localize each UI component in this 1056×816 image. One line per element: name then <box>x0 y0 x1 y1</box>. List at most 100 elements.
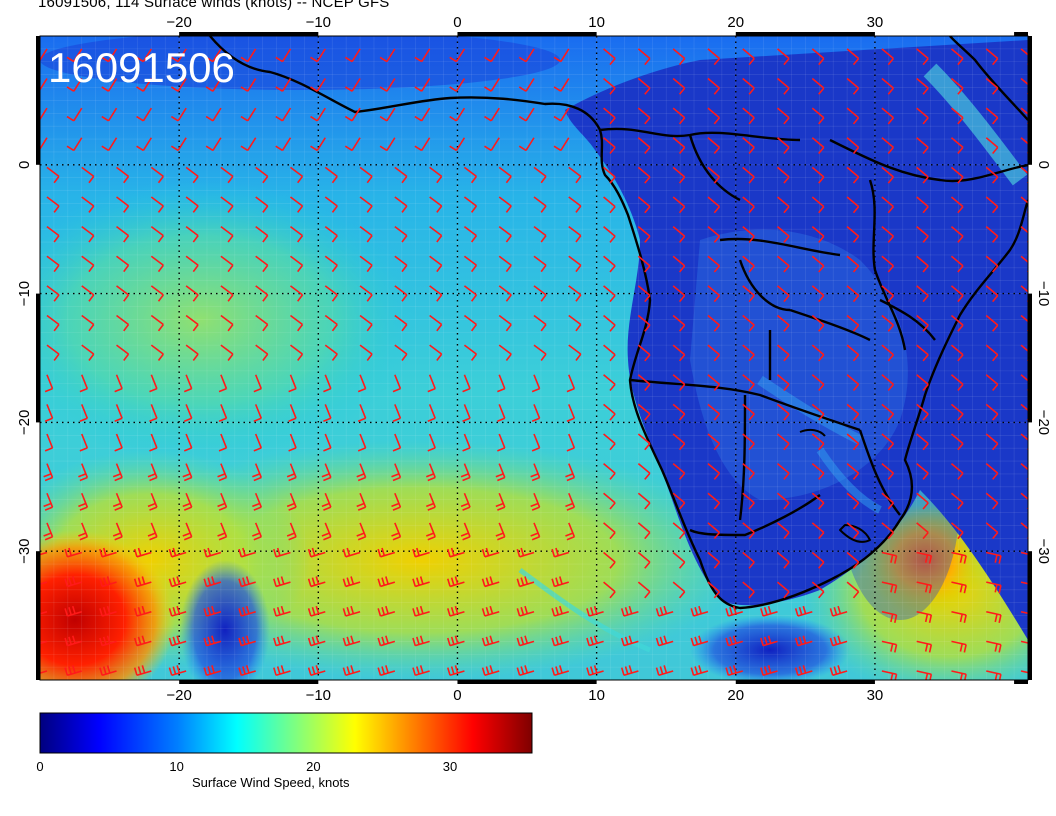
wind-barb <box>40 580 48 586</box>
wind-barb <box>551 635 570 647</box>
wind-barb <box>495 463 506 482</box>
lat-tick-label-right: −20 <box>1035 410 1052 435</box>
wind-barb <box>707 77 721 95</box>
wind-barb <box>205 137 222 152</box>
wind-barb <box>275 48 292 63</box>
wind-barb <box>183 433 193 452</box>
wind-barb <box>253 433 263 452</box>
wind-barb <box>414 78 431 92</box>
wind-barb <box>43 463 54 482</box>
wind-barb <box>1020 77 1028 95</box>
wind-barb <box>43 492 54 511</box>
wind-barb <box>516 576 535 588</box>
wind-barb <box>533 314 547 332</box>
wind-barb <box>150 255 164 273</box>
wind-barb <box>811 433 825 451</box>
wind-barb <box>985 107 999 125</box>
wind-barb <box>916 610 933 623</box>
wind-barb <box>344 78 361 92</box>
wind-barb <box>203 547 222 558</box>
wind-barb <box>533 344 547 361</box>
wind-barb <box>446 576 465 588</box>
wind-barb <box>742 581 755 599</box>
wind-barb <box>846 581 860 599</box>
wind-barb <box>881 285 895 303</box>
wind-barb <box>951 640 967 653</box>
wind-barb <box>170 107 187 122</box>
wind-barb <box>881 137 895 155</box>
lat-tick-label-right: 0 <box>1035 161 1052 169</box>
wind-barb <box>881 610 898 623</box>
wind-barb <box>324 196 338 213</box>
wind-barb <box>518 107 535 122</box>
wind-barb <box>307 547 326 558</box>
wind-barb <box>725 665 743 677</box>
wind-barb <box>66 107 83 122</box>
axis-bar-bottom <box>1014 680 1028 684</box>
wind-barb <box>78 522 89 541</box>
wind-barb <box>414 107 431 122</box>
wind-barb <box>429 314 443 332</box>
wind-barb <box>881 463 895 480</box>
wind-barb <box>637 226 651 243</box>
wind-barb <box>620 605 639 617</box>
wind-barb <box>449 107 466 122</box>
wind-barb <box>637 314 651 332</box>
wind-barb <box>359 196 373 213</box>
wind-barb <box>742 226 755 243</box>
wind-barb <box>99 665 117 677</box>
wind-barb <box>357 433 367 452</box>
axis-bar-top <box>179 32 319 36</box>
wind-barb <box>310 78 326 92</box>
wind-barb <box>44 404 54 423</box>
wind-barb <box>829 605 848 617</box>
wind-barb <box>133 605 152 617</box>
wind-barb <box>725 635 743 647</box>
wind-barb <box>742 492 755 510</box>
wind-barb <box>46 255 60 273</box>
wind-barb <box>429 344 443 361</box>
wind-barb <box>565 522 576 541</box>
wind-barb <box>672 433 686 451</box>
wind-barb <box>950 463 964 480</box>
wind-barb <box>449 137 466 152</box>
wind-barb <box>220 344 234 361</box>
wind-barb <box>412 635 430 647</box>
wind-barb <box>99 576 117 588</box>
wind-barb <box>846 166 860 184</box>
wind-barb <box>846 344 860 362</box>
wind-barb <box>149 433 158 452</box>
wind-barb <box>252 522 263 541</box>
wind-barb <box>881 522 895 540</box>
wind-barb <box>377 635 396 647</box>
wind-barb <box>637 166 651 184</box>
wind-barb <box>566 433 576 452</box>
wind-barb <box>44 374 54 393</box>
wind-barb <box>394 344 408 361</box>
wind-barb <box>429 255 443 273</box>
wind-barb <box>1020 522 1028 540</box>
wind-barb <box>481 576 500 588</box>
wind-barb <box>203 635 222 647</box>
wind-barb <box>846 137 860 155</box>
wind-barb <box>150 344 164 361</box>
wind-barb <box>497 374 506 393</box>
wind-barb <box>950 255 964 273</box>
wind-barb <box>985 137 999 155</box>
wind-barb <box>238 665 256 677</box>
wind-barb <box>916 344 929 362</box>
wind-barb <box>777 77 790 95</box>
wind-barb <box>637 581 651 599</box>
wind-barb <box>516 635 535 647</box>
wind-barb <box>603 48 616 66</box>
wind-barb <box>307 605 326 617</box>
wind-barb <box>916 48 929 66</box>
wind-barb <box>273 635 291 647</box>
wind-barb <box>985 166 999 184</box>
axis-bar-bottom <box>457 680 597 684</box>
wind-barb <box>463 285 478 302</box>
wind-barb <box>916 581 933 594</box>
wind-barb <box>147 522 158 541</box>
wind-barb <box>620 635 639 647</box>
wind-barb <box>240 78 257 92</box>
